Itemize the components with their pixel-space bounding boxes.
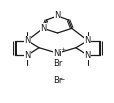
Text: N: N (84, 51, 90, 60)
Text: −: − (59, 77, 64, 82)
Text: N: N (54, 11, 60, 20)
Text: N: N (40, 24, 46, 33)
Text: N: N (84, 36, 90, 45)
Text: +: + (60, 47, 65, 52)
Text: N: N (24, 36, 30, 45)
Text: N: N (24, 51, 30, 60)
Text: Ni: Ni (53, 49, 61, 58)
Text: Br: Br (52, 59, 62, 68)
Text: Br: Br (52, 76, 62, 85)
Text: N: N (54, 11, 60, 20)
